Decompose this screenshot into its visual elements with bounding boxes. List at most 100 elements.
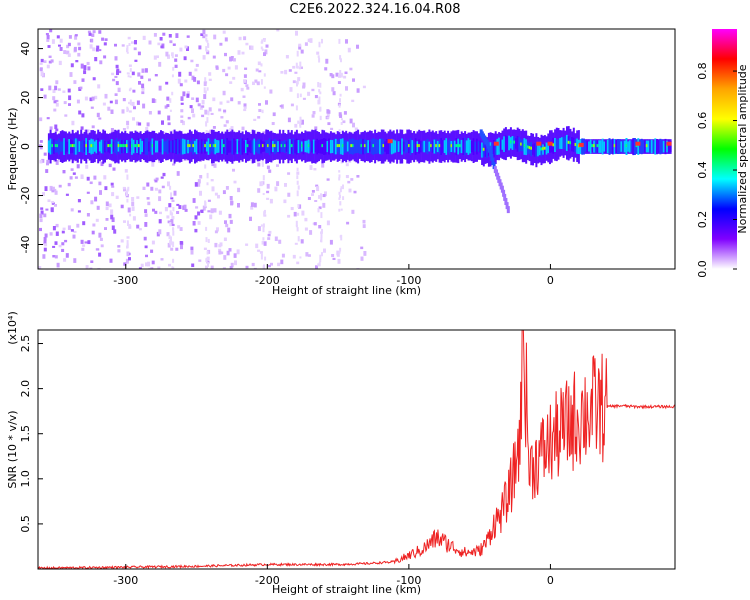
heatmap-band-peak xyxy=(482,147,486,151)
heatmap-speckle xyxy=(263,73,266,77)
heatmap-band-peak xyxy=(307,144,311,148)
heatmap-speckle xyxy=(320,239,322,242)
heatmap-speckle xyxy=(111,185,115,188)
heatmap-band-core xyxy=(467,138,470,155)
heatmap-speckle xyxy=(129,213,132,217)
heatmap-speckle xyxy=(226,250,230,256)
heatmap-speckle xyxy=(338,197,341,200)
heatmap-speckle xyxy=(269,89,273,94)
heatmap-speckle xyxy=(314,95,318,99)
heatmap-band-core xyxy=(253,138,256,155)
heatmap-band-core xyxy=(535,143,538,157)
heatmap-speckle xyxy=(187,116,191,120)
heatmap-ytick-label: -40 xyxy=(19,236,32,254)
heatmap-band-core xyxy=(228,140,230,153)
heatmap-speckle xyxy=(318,89,321,93)
heatmap-speckle xyxy=(230,262,234,268)
heatmap-band-peak xyxy=(520,142,524,146)
heatmap-speckle xyxy=(161,185,165,189)
colorbar-tick-label: 0.2 xyxy=(696,211,709,229)
heatmap-speckle xyxy=(174,58,178,62)
heatmap-speckle xyxy=(41,158,45,163)
heatmap-speckle xyxy=(128,225,132,229)
heatmap-speckle xyxy=(138,267,142,269)
heatmap-speckle xyxy=(292,254,296,259)
heatmap-speckle xyxy=(308,38,312,42)
heatmap-speckle xyxy=(180,102,184,105)
heatmap-speckle xyxy=(210,208,214,214)
heatmap-band-peak xyxy=(90,144,94,148)
heatmap-speckle xyxy=(253,267,257,269)
heatmap-speckle xyxy=(313,222,317,226)
heatmap-speckle xyxy=(137,51,141,56)
heatmap-ytick-label: -20 xyxy=(19,187,32,205)
heatmap-speckle xyxy=(345,175,349,179)
heatmap-speckle xyxy=(338,170,341,173)
heatmap-speckle xyxy=(340,161,343,164)
heatmap-speckle xyxy=(205,130,208,133)
heatmap-speckle xyxy=(79,86,83,90)
heatmap-speckle xyxy=(363,251,367,256)
heatmap-speckle xyxy=(172,227,174,231)
heatmap-speckle xyxy=(312,111,316,115)
heatmap-band-peak xyxy=(363,144,367,148)
heatmap-speckle xyxy=(274,186,278,192)
heatmap-speckle xyxy=(38,144,42,147)
colorbar-tick-label: 0.8 xyxy=(696,62,709,80)
heatmap-speckle xyxy=(142,35,146,40)
heatmap-speckle xyxy=(126,174,129,180)
heatmap-band-core xyxy=(557,138,560,149)
heatmap-speckle xyxy=(269,198,273,204)
heatmap-speckle xyxy=(158,196,162,202)
heatmap-speckle xyxy=(318,225,322,229)
heatmap-band-peak xyxy=(526,145,530,149)
heatmap-band-core xyxy=(669,141,672,152)
heatmap-band-peak xyxy=(134,144,138,148)
heatmap-speckle xyxy=(85,164,89,169)
heatmap-speckle xyxy=(258,103,261,106)
heatmap-speckle xyxy=(317,263,320,267)
heatmap-speckle xyxy=(257,188,261,193)
heatmap-speckle xyxy=(342,184,344,190)
heatmap-speckle xyxy=(257,61,261,66)
heatmap-band-core xyxy=(87,141,89,152)
heatmap-speckle xyxy=(138,228,142,231)
heatmap-band-core xyxy=(443,140,446,153)
heatmap-speckle xyxy=(53,100,57,104)
heatmap-band-peak xyxy=(418,144,422,148)
heatmap-speckle xyxy=(183,56,187,61)
heatmap-band-core xyxy=(380,138,383,155)
heatmap-speckle xyxy=(225,73,229,77)
heatmap-band-core xyxy=(294,139,297,154)
heatmap-speckle xyxy=(345,39,348,44)
heatmap-speckle xyxy=(165,51,169,57)
heatmap-speckle xyxy=(217,194,220,199)
heatmap-band-core xyxy=(329,139,332,154)
colorbar xyxy=(712,29,737,269)
heatmap-band-core xyxy=(589,139,592,154)
heatmap-band-core xyxy=(357,140,360,153)
heatmap-speckle xyxy=(172,163,176,166)
heatmap-speckle xyxy=(125,190,128,197)
heatmap-speckle xyxy=(65,253,69,258)
heatmap-speckle xyxy=(43,213,47,218)
heatmap-speckle xyxy=(301,119,304,125)
heatmap-speckle xyxy=(98,117,102,120)
heatmap-speckle xyxy=(206,40,209,43)
heatmap-speckle xyxy=(169,185,172,190)
heatmap-speckle xyxy=(54,85,58,91)
heatmap-speckle xyxy=(326,114,330,117)
heatmap-speckle xyxy=(203,247,207,250)
heatmap-speckle xyxy=(98,181,102,186)
heatmap-speckle xyxy=(210,112,214,115)
heatmap-speckle xyxy=(207,262,209,267)
heatmap-speckle xyxy=(225,223,229,228)
heatmap-speckle xyxy=(54,190,58,195)
heatmap-speckle xyxy=(338,177,341,181)
heatmap-speckle xyxy=(152,208,155,212)
heatmap-band-peak xyxy=(613,144,617,148)
heatmap-speckle xyxy=(116,70,119,76)
heatmap-band-core xyxy=(564,136,567,150)
heatmap-band-core xyxy=(586,141,589,153)
heatmap-speckle xyxy=(309,230,313,235)
